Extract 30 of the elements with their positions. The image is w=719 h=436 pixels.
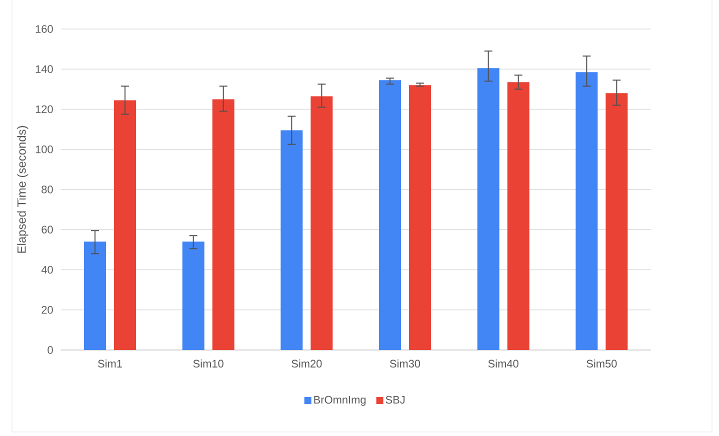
bar (280, 130, 303, 350)
bar (507, 82, 530, 350)
y-tick-label: 140 (36, 65, 53, 73)
bar (212, 99, 234, 350)
bar (379, 80, 402, 350)
y-tick-label: 100 (36, 145, 53, 154)
y-tick-label: 0 (48, 346, 53, 354)
x-tick-label: Sim1 (98, 360, 122, 368)
x-tick-label: Sim20 (292, 360, 322, 368)
bar (114, 100, 136, 350)
y-tick-label: 160 (36, 25, 53, 33)
bar (477, 68, 500, 350)
bar (310, 96, 333, 350)
y-tick-label: 80 (42, 186, 53, 194)
y-tick-label: 20 (42, 306, 53, 314)
legend-label: BrOmnImg (314, 396, 366, 406)
y-axis-title: Elapsed Time (seconds) (17, 126, 28, 253)
x-tick-label: Sim30 (390, 360, 420, 368)
x-tick-label: Sim10 (193, 360, 224, 368)
y-tick-label: 40 (41, 266, 53, 274)
legend-label: SBJ (386, 396, 405, 404)
bar (182, 242, 204, 350)
bar (576, 72, 598, 350)
y-tick-label: 120 (36, 105, 53, 114)
bar (84, 242, 106, 350)
x-tick-label: Sim40 (488, 360, 518, 368)
bar (409, 85, 432, 350)
bar (606, 93, 628, 350)
y-tick-label: 60 (42, 226, 53, 234)
x-tick-label: Sim50 (586, 360, 617, 368)
